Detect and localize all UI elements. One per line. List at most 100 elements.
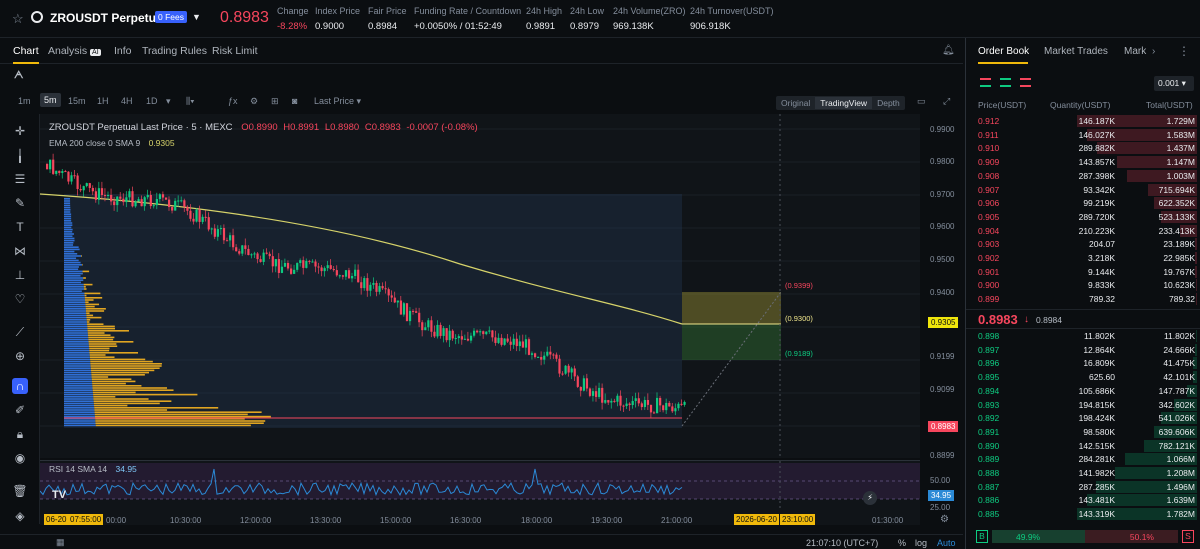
- tab-trading-rules[interactable]: Trading Rules: [142, 45, 207, 57]
- ask-row[interactable]: 0.908 287.398K 1.003M: [966, 169, 1200, 183]
- bid-row[interactable]: 0.889 284.281K 1.066M: [966, 452, 1200, 466]
- time-axis[interactable]: 06-20 07:55:00 00:00 10:30:00 12:00:00 1…: [40, 512, 920, 526]
- template-icon[interactable]: ⊞: [271, 96, 279, 106]
- view-asks-icon[interactable]: [1020, 78, 1031, 87]
- volume-bar-gold: [93, 400, 172, 402]
- view-original[interactable]: Original: [781, 98, 811, 108]
- candle-body: [457, 336, 460, 339]
- eye-icon[interactable]: ◉: [14, 451, 26, 465]
- line-tool-icon[interactable]: ╽: [16, 149, 24, 163]
- tab-market-trades[interactable]: Market Trades: [1044, 46, 1108, 57]
- view-tradingview[interactable]: TradingView: [815, 97, 873, 109]
- bid-row[interactable]: 0.887 287.285K 1.496M: [966, 480, 1200, 494]
- camera-icon[interactable]: ◙: [292, 96, 298, 106]
- pattern-icon[interactable]: ⋈: [14, 244, 26, 258]
- crosshair-icon[interactable]: ✛: [14, 124, 26, 138]
- bid-row[interactable]: 0.892 198.424K 541.026K: [966, 411, 1200, 425]
- bid-row[interactable]: 0.891 98.580K 639.606K: [966, 425, 1200, 439]
- candle-body: [338, 275, 341, 277]
- bid-row[interactable]: 0.894 105.686K 147.787K: [966, 384, 1200, 398]
- bell-icon[interactable]: 🔔︎: [942, 45, 955, 56]
- precision-select[interactable]: 0.001 ▾: [1154, 76, 1194, 91]
- fullscreen-icon[interactable]: ⤢: [943, 96, 951, 106]
- ask-row[interactable]: 0.906 99.219K 622.352K: [966, 196, 1200, 210]
- favorite-star-icon[interactable]: ☆: [12, 11, 24, 26]
- brush-icon[interactable]: ✎: [14, 196, 26, 210]
- view-both-icon[interactable]: [980, 78, 991, 87]
- tab-risk-limit[interactable]: Risk Limit: [212, 45, 258, 57]
- candle-body: [247, 248, 250, 256]
- settings-icon[interactable]: ⚙: [250, 96, 259, 106]
- tf-1d[interactable]: 1D: [146, 96, 158, 106]
- bid-row[interactable]: 0.886 143.481K 1.639M: [966, 493, 1200, 507]
- text-tool-icon[interactable]: T: [16, 220, 24, 234]
- bid-row[interactable]: 0.893 194.815K 342.602K: [966, 398, 1200, 412]
- tf-4h[interactable]: 4H: [121, 96, 133, 106]
- lightning-icon[interactable]: ⚡︎: [863, 491, 877, 505]
- ask-row[interactable]: 0.901 9.144K 19.767K: [966, 265, 1200, 279]
- bid-row[interactable]: 0.888 141.982K 1.208M: [966, 466, 1200, 480]
- tf-1m[interactable]: 1m: [18, 96, 31, 106]
- fib-tool-icon[interactable]: ☰: [14, 172, 26, 186]
- tf-15m[interactable]: 15m: [68, 96, 86, 106]
- calendar-icon[interactable]: ▦: [56, 537, 65, 547]
- settings-gear-icon[interactable]: ⚙: [940, 514, 949, 525]
- tab-analysis[interactable]: Analysis AI: [48, 45, 101, 57]
- bid-row[interactable]: 0.890 142.515K 782.121K: [966, 439, 1200, 453]
- price-chart[interactable]: ZROUSDT Perpetual Last Price · 5 · MEXC …: [40, 114, 920, 458]
- log-toggle[interactable]: log: [915, 538, 928, 548]
- chevron-down-icon[interactable]: ▼: [192, 12, 201, 22]
- ask-row[interactable]: 0.912 146.187K 1.729M: [966, 114, 1200, 128]
- tf-1h[interactable]: 1H: [97, 96, 109, 106]
- bid-row[interactable]: 0.897 12.864K 24.666K: [966, 343, 1200, 357]
- tf-5m[interactable]: 5m: [40, 93, 61, 107]
- heart-icon[interactable]: ♡: [14, 292, 26, 306]
- ask-row[interactable]: 0.899 789.32 789.32: [966, 292, 1200, 306]
- tab-order-book[interactable]: Order Book: [978, 46, 1030, 57]
- ask-row[interactable]: 0.910 289.882K 1.437M: [966, 141, 1200, 155]
- tab-chart[interactable]: Chart: [13, 45, 39, 64]
- magnet-icon[interactable]: ∩: [12, 378, 28, 394]
- layers-icon[interactable]: ◈: [15, 509, 25, 523]
- measure-icon[interactable]: ⊥: [14, 268, 26, 282]
- view-depth[interactable]: Depth: [877, 98, 900, 108]
- ask-row[interactable]: 0.911 146.027K 1.583M: [966, 128, 1200, 142]
- symbol-name[interactable]: ZROUSDT Perpetual: [50, 11, 167, 25]
- layout-icon[interactable]: ▭: [917, 96, 926, 106]
- tab-info[interactable]: Info: [114, 45, 132, 57]
- clock-readout[interactable]: 21:07:10 (UTC+7): [806, 538, 879, 548]
- ruler-icon[interactable]: ⟋: [15, 325, 25, 339]
- rsi-canvas[interactable]: [40, 461, 920, 511]
- zoom-icon[interactable]: ⊕: [14, 349, 26, 363]
- ask-row[interactable]: 0.904 210.223K 233.413K: [966, 224, 1200, 238]
- chart-canvas[interactable]: [40, 114, 920, 458]
- price-axis[interactable]: 0.9900 0.9800 0.9700 0.9600 0.9500 0.940…: [920, 114, 963, 534]
- volume-bar-gold: [85, 308, 106, 310]
- ask-row[interactable]: 0.907 93.342K 715.694K: [966, 183, 1200, 197]
- bid-row[interactable]: 0.896 16.809K 41.475K: [966, 356, 1200, 370]
- bid-row[interactable]: 0.895 625.60 42.101K: [966, 370, 1200, 384]
- auto-toggle[interactable]: Auto: [937, 538, 956, 548]
- ask-row[interactable]: 0.903 204.07 23.189K: [966, 237, 1200, 251]
- lock-icon[interactable]: 🔒︎: [16, 427, 24, 441]
- tf-dropdown-icon[interactable]: ▾: [166, 96, 171, 106]
- view-bids-icon[interactable]: [1000, 78, 1011, 87]
- indicators-icon[interactable]: ƒx: [228, 96, 238, 106]
- ask-row[interactable]: 0.905 289.720K 523.133K: [966, 210, 1200, 224]
- lock-pen-icon[interactable]: ✐: [14, 403, 26, 417]
- ask-row[interactable]: 0.909 143.857K 1.147M: [966, 155, 1200, 169]
- ask-row[interactable]: 0.902 3.218K 22.985K: [966, 251, 1200, 265]
- candle-type-icon[interactable]: ⫼▾: [186, 96, 195, 106]
- volume-bar-blue: [64, 391, 93, 394]
- price-mode-select[interactable]: Last Price ▾: [314, 96, 362, 106]
- candle-body: [631, 401, 634, 406]
- percent-toggle[interactable]: %: [898, 538, 907, 548]
- chevron-right-icon[interactable]: ›: [1152, 46, 1156, 57]
- bid-row[interactable]: 0.898 11.802K 11.802K: [966, 329, 1200, 343]
- ask-row[interactable]: 0.900 9.833K 10.623K: [966, 278, 1200, 292]
- ratio-s-pct: 50.1%: [1129, 532, 1154, 542]
- more-icon[interactable]: ⋮: [1178, 44, 1190, 58]
- tab-mark[interactable]: Mark: [1124, 46, 1147, 57]
- trash-icon[interactable]: 🗑︎: [12, 484, 28, 498]
- bid-row[interactable]: 0.885 143.319K 1.782M: [966, 507, 1200, 521]
